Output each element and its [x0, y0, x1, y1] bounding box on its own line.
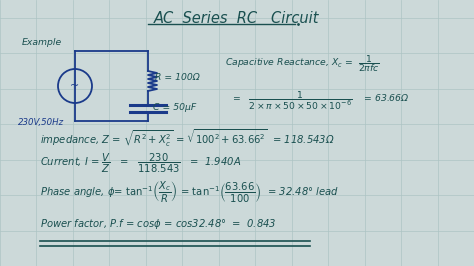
Text: Power factor, P.f = cos$\phi$ = cos32.48°  =  0.843: Power factor, P.f = cos$\phi$ = cos32.48… [40, 217, 276, 231]
Text: Current, I = $\dfrac{V}{Z}$   =   $\dfrac{230}{118.543}$   =  1.940A: Current, I = $\dfrac{V}{Z}$ = $\dfrac{23… [40, 151, 241, 174]
Text: Example: Example [22, 38, 62, 47]
Text: R = 100Ω: R = 100Ω [155, 73, 200, 82]
Text: AC  Series  RC   Circuit: AC Series RC Circuit [154, 11, 320, 26]
Text: Capacitive Reactance, $X_c$ =  $\dfrac{1}{2\pi fc}$: Capacitive Reactance, $X_c$ = $\dfrac{1}… [225, 53, 380, 74]
Text: 230V,50Hz: 230V,50Hz [18, 118, 64, 127]
Text: C = 50μF: C = 50μF [153, 103, 196, 113]
Text: Phase angle, $\phi$= $\tan^{-1}\!\left(\dfrac{X_c}{R}\right)$ = $\tan^{-1}\!\lef: Phase angle, $\phi$= $\tan^{-1}\!\left(\… [40, 180, 339, 205]
Text: impedance, Z = $\sqrt{R^2+X_c^2}$ = $\sqrt{100^2+63.66^2}$  = 118.543Ω: impedance, Z = $\sqrt{R^2+X_c^2}$ = $\sq… [40, 127, 335, 149]
Text: ~: ~ [70, 81, 80, 91]
Text: =   $\dfrac{1}{2\times\pi\times50\times50\times10^{-6}}$    = 63.66Ω: = $\dfrac{1}{2\times\pi\times50\times50\… [232, 90, 410, 112]
